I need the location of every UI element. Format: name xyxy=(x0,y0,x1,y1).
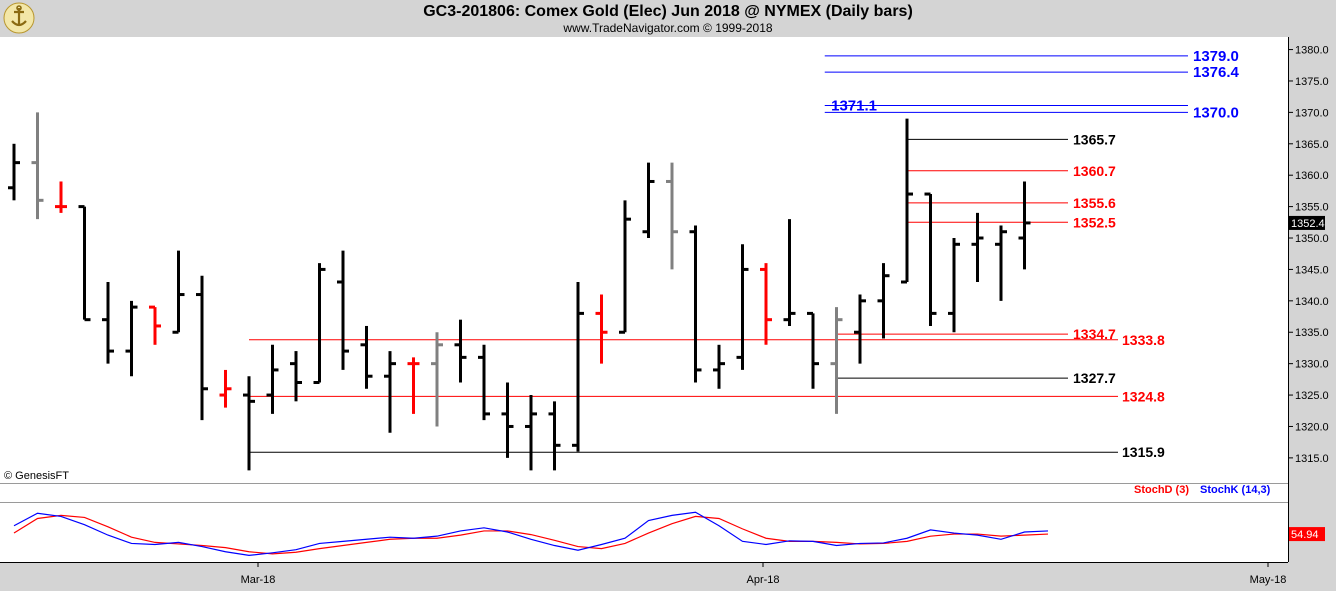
credit-text: © GenesisFT xyxy=(4,470,69,482)
level-label: 1352.5 xyxy=(1073,214,1116,230)
level-label: 1370.0 xyxy=(1193,104,1239,121)
stoch-value-label: 54.94 xyxy=(1291,529,1319,541)
y-tick-label: 1355.0 xyxy=(1295,202,1329,214)
copyright-text: www.TradeNavigator.com © 1999-2018 xyxy=(563,21,773,35)
level-label: 1365.7 xyxy=(1073,131,1116,147)
y-tick-label: 1345.0 xyxy=(1295,264,1329,276)
price-panel xyxy=(0,37,1288,483)
stoch-d-legend: StochD (3) xyxy=(1134,484,1189,496)
y-tick-label: 1325.0 xyxy=(1295,390,1329,402)
level-label: 1315.9 xyxy=(1122,444,1165,460)
y-tick-label: 1350.0 xyxy=(1295,233,1329,245)
anchor-logo-icon xyxy=(3,2,35,34)
y-tick-label: 1330.0 xyxy=(1295,359,1329,371)
y-tick-label: 1360.0 xyxy=(1295,170,1329,182)
level-label: 1360.7 xyxy=(1073,163,1116,179)
level-label: 1333.8 xyxy=(1122,332,1165,348)
y-tick-label: 1315.0 xyxy=(1295,453,1329,465)
chart-title: GC3-201806: Comex Gold (Elec) Jun 2018 @… xyxy=(423,3,913,20)
level-label: 1371.1 xyxy=(831,97,877,114)
stochastic-panel xyxy=(0,502,1288,562)
last-price-label: 1352.4 xyxy=(1291,218,1325,230)
x-tick-label: Mar-18 xyxy=(241,574,276,586)
stochastic-legend-area xyxy=(0,483,1288,502)
stoch-k-legend: StochK (14,3) xyxy=(1200,484,1271,496)
title-bar: GC3-201806: Comex Gold (Elec) Jun 2018 @… xyxy=(0,0,1336,37)
level-label: 1324.8 xyxy=(1122,388,1165,404)
y-tick-label: 1375.0 xyxy=(1295,76,1329,88)
level-label: 1327.7 xyxy=(1073,370,1116,386)
y-tick-label: 1370.0 xyxy=(1295,107,1329,119)
last-price-box xyxy=(1289,215,1325,230)
stoch-value-box xyxy=(1289,527,1325,542)
level-label: 1379.0 xyxy=(1193,48,1239,65)
x-tick-label: May-18 xyxy=(1250,574,1287,586)
y-tick-label: 1365.0 xyxy=(1295,139,1329,151)
y-tick-label: 1320.0 xyxy=(1295,421,1329,433)
level-label: 1376.4 xyxy=(1193,64,1240,81)
x-tick-label: Apr-18 xyxy=(746,574,779,586)
y-tick-label: 1340.0 xyxy=(1295,296,1329,308)
level-label: 1355.6 xyxy=(1073,195,1116,211)
level-label: 1334.7 xyxy=(1073,326,1116,342)
stoch-k-line xyxy=(13,511,1049,557)
y-tick-label: 1380.0 xyxy=(1295,45,1329,57)
y-tick-label: 1335.0 xyxy=(1295,327,1329,339)
